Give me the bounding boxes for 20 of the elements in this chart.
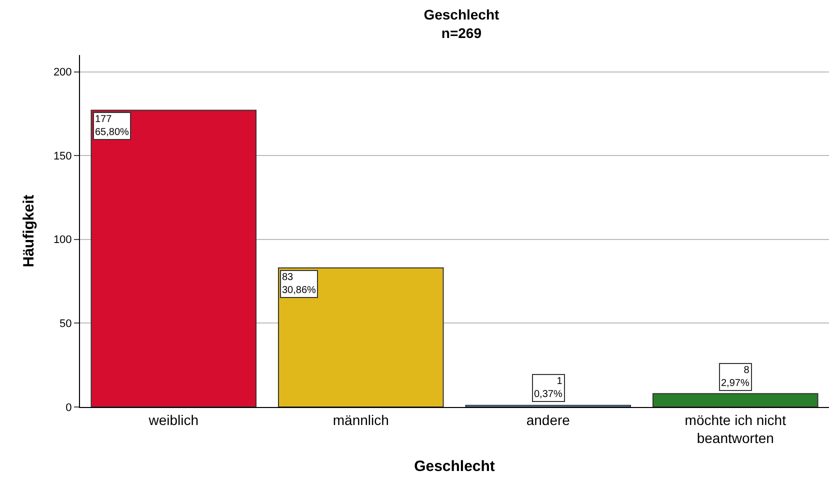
x-tick-label: möchte ich nicht beantworten [684,412,786,446]
y-tick-label: 50 [60,318,72,330]
data-label: 177 65,80% [95,114,130,138]
x-tick-label: andere [526,412,570,428]
y-axis-title: Häufigkeit [20,194,38,268]
bar [652,393,818,407]
chart-subtitle: n=269 [441,24,482,41]
data-label: 1 0,37% [534,376,563,400]
y-tick-label: 200 [53,66,72,79]
data-label: 83 30,86% [282,272,316,296]
y-tick-label: 0 [66,402,72,414]
data-label: 8 2,97% [721,365,750,389]
bar [278,267,444,407]
bar [90,110,257,407]
x-axis-title: Geschlecht [414,458,495,475]
y-tick-label: 100 [53,234,72,246]
x-tick-label: männlich [332,412,389,428]
chart-title: Geschlecht [424,6,500,23]
y-tick-label: 150 [53,150,72,162]
x-tick-label: weiblich [148,412,199,428]
